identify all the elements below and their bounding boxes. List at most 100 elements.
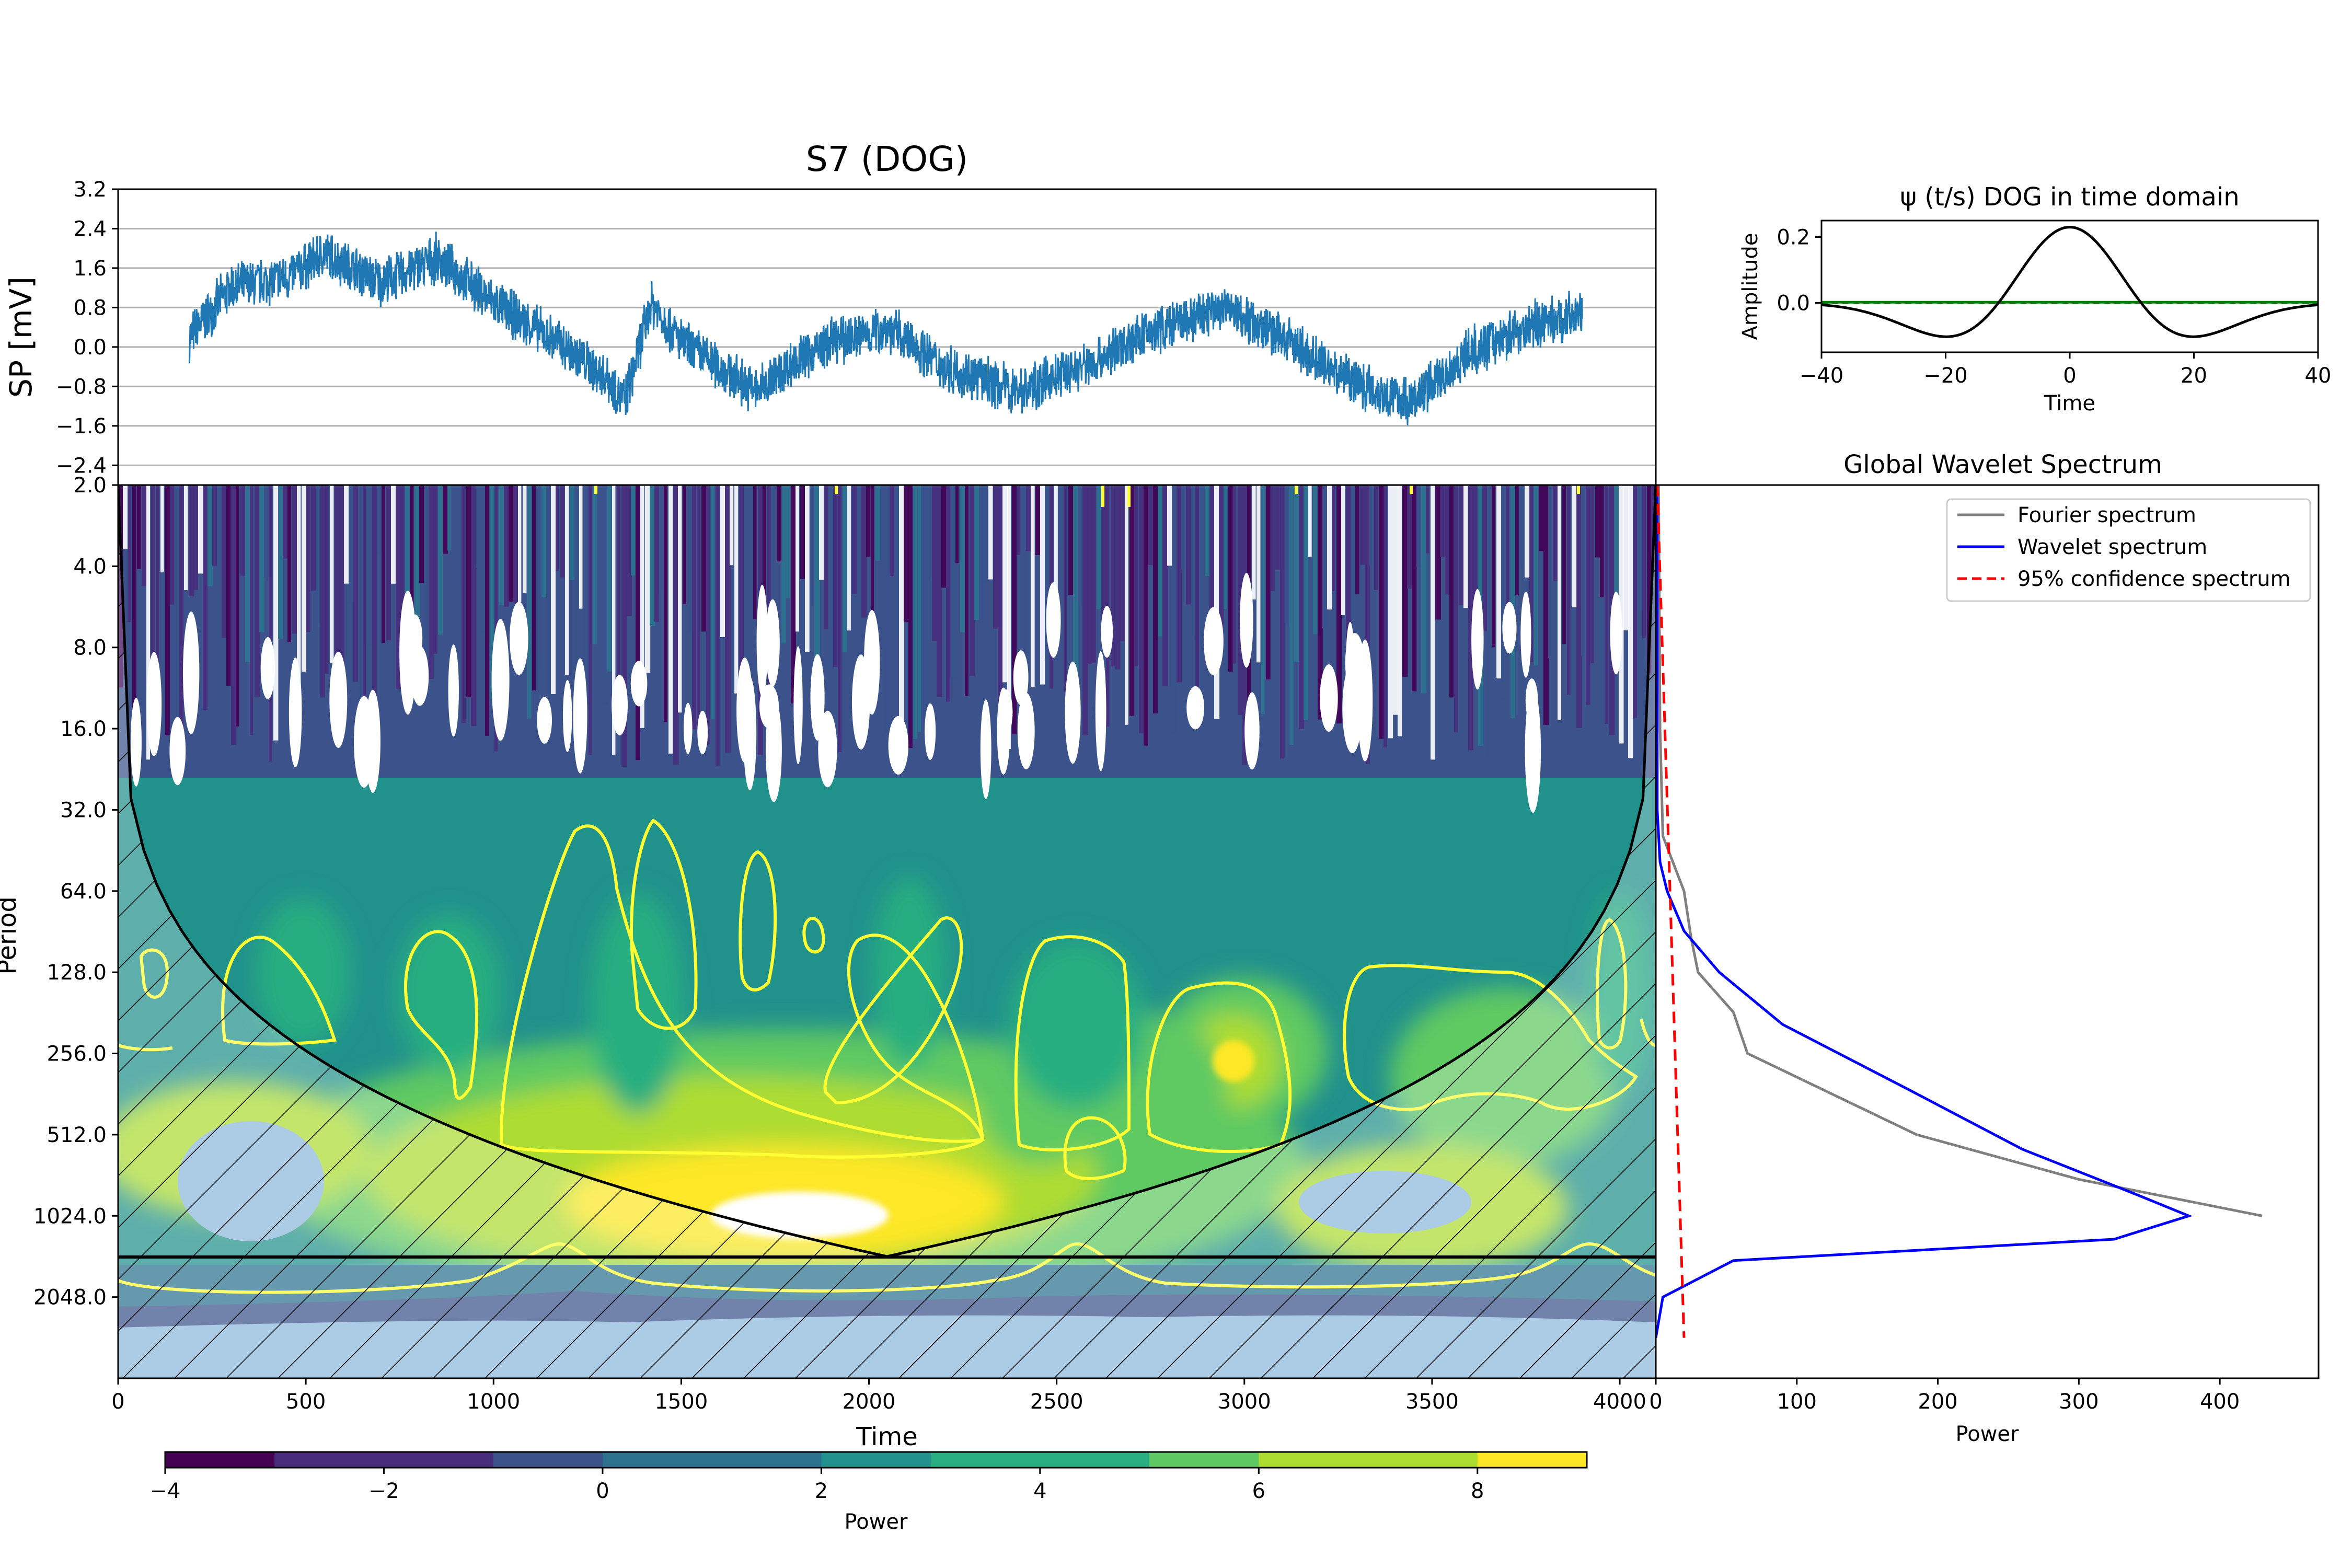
streak [1435, 485, 1441, 620]
streak [513, 485, 518, 604]
streak [189, 485, 194, 597]
colorbar: −4 −2 0 2 4 6 8 Power [150, 1451, 1588, 1534]
colorbar-tick-label: 6 [1252, 1479, 1265, 1503]
streak [1398, 485, 1402, 736]
streak-hole [1186, 686, 1205, 730]
streak [640, 485, 644, 728]
streak [170, 485, 175, 605]
streak [1605, 485, 1608, 724]
colorbar-tick-label: 2 [815, 1479, 828, 1503]
streak [612, 485, 616, 755]
streak [1092, 485, 1096, 664]
streak-hole [925, 703, 936, 760]
streak [1548, 485, 1552, 659]
spectrum-title: Global Wavelet Spectrum [1843, 450, 2162, 479]
streak [1449, 485, 1454, 698]
streak [795, 485, 799, 632]
colorbar-label: Power [845, 1510, 908, 1534]
streak [429, 485, 434, 679]
streak [1078, 485, 1083, 603]
streak [1416, 485, 1422, 568]
streak [480, 485, 486, 633]
streak [419, 485, 424, 583]
streak [565, 485, 569, 675]
streak [1101, 485, 1106, 645]
streak [937, 485, 942, 697]
streak [1562, 485, 1566, 644]
streak-hole [1320, 664, 1338, 732]
streak [1238, 485, 1242, 716]
streak [626, 485, 632, 616]
streak [142, 485, 147, 586]
wavelet-xtick-label: 20 [2181, 364, 2207, 388]
streak [777, 485, 782, 562]
streak [1346, 485, 1352, 687]
spectrum-xlabel: Power [1956, 1422, 2019, 1446]
streak-hole [1471, 589, 1484, 690]
colorbar-tick-label: 4 [1033, 1479, 1046, 1503]
scalogram-highfreq-streaks [118, 485, 1656, 813]
streak [292, 485, 297, 634]
signal-ytick-label: −2.4 [56, 454, 107, 478]
streak [1294, 485, 1300, 662]
streak [1021, 485, 1027, 682]
streak [598, 485, 603, 566]
streak [904, 485, 909, 622]
streak [222, 485, 227, 638]
streak [1271, 485, 1275, 591]
streak [207, 485, 213, 586]
streak [1035, 485, 1041, 556]
streak [1407, 485, 1412, 589]
spectrum-axes-frame [1655, 484, 2320, 1379]
scalogram-xtick-label: 3000 [1218, 1390, 1271, 1414]
streak [1120, 485, 1125, 641]
streak [452, 485, 457, 748]
streak [245, 485, 251, 662]
streak [1224, 485, 1227, 609]
streak-hole [1525, 687, 1541, 813]
scalogram-ytick-label: 2048.0 [33, 1286, 107, 1310]
contour-line [594, 485, 1580, 507]
streak [382, 485, 385, 643]
streak [1125, 485, 1128, 725]
contour-line [802, 917, 825, 954]
streak [664, 485, 667, 722]
streak [833, 485, 838, 667]
streak [1515, 485, 1519, 596]
streak [325, 485, 329, 674]
streak [1068, 485, 1074, 595]
streak [1214, 485, 1220, 719]
streak-hole [743, 676, 757, 791]
streak [132, 485, 136, 718]
streak [1365, 485, 1370, 764]
streak [1219, 485, 1224, 628]
streak [1590, 485, 1594, 663]
streak [1106, 485, 1110, 727]
streak [1148, 485, 1154, 566]
streak [1304, 485, 1308, 720]
streak [1252, 485, 1256, 599]
streak [678, 485, 682, 713]
streak [400, 485, 405, 617]
streak [212, 485, 217, 566]
colorbar-cell [1149, 1452, 1260, 1468]
streak [363, 485, 366, 747]
streak [377, 485, 382, 554]
contour-line [739, 850, 777, 991]
streak [1040, 485, 1045, 685]
streak [273, 485, 279, 741]
streak [537, 485, 542, 669]
streak [560, 485, 565, 578]
streak [645, 485, 651, 673]
spectrum-xtick-label: 100 [1777, 1390, 1817, 1414]
streak [1275, 485, 1280, 570]
streak [1012, 485, 1017, 734]
streak [527, 485, 532, 719]
streak [443, 485, 448, 554]
streak [589, 485, 592, 755]
streak-hole [1342, 663, 1363, 754]
contour-line [630, 818, 698, 1030]
streak [1209, 485, 1214, 673]
streak [1064, 485, 1067, 692]
colorbar-cell [1259, 1452, 1369, 1468]
